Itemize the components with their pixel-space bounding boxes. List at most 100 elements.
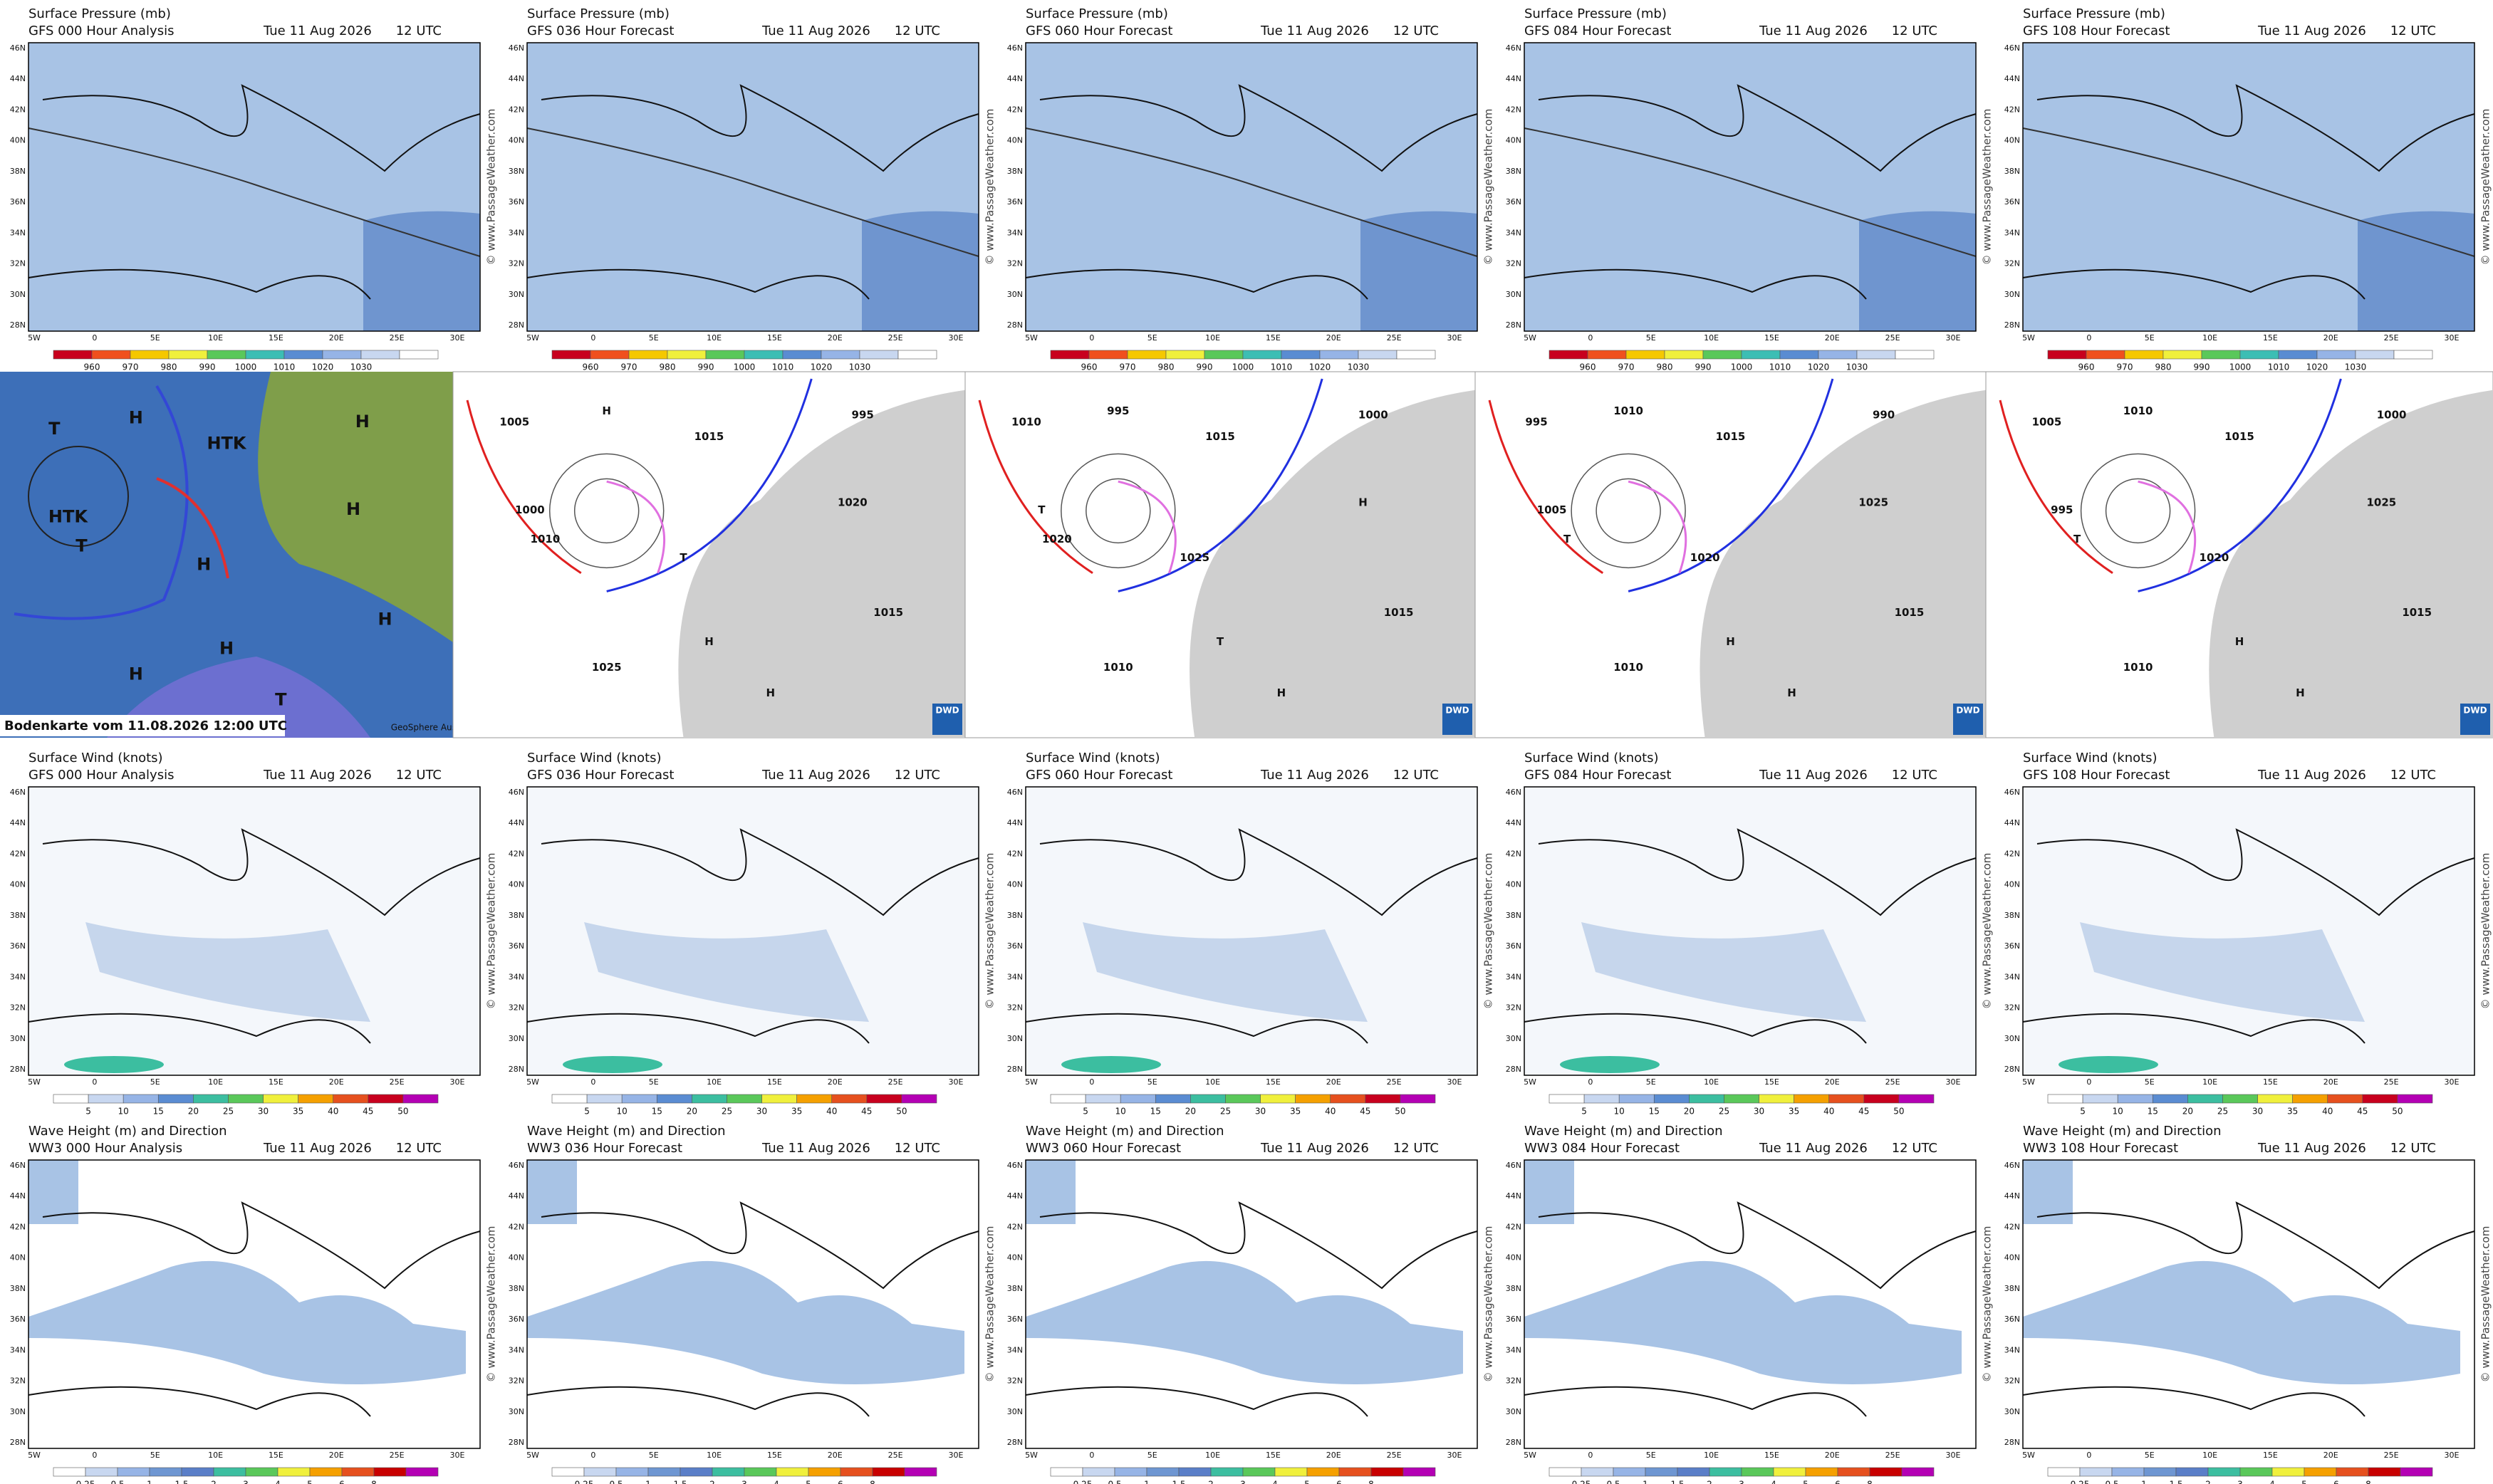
watermark: © www.PassageWeather.com (1981, 109, 1994, 266)
latitude-label: 38N (1506, 911, 1521, 920)
colorbar-label: 1020 (811, 362, 833, 372)
panel-time: 12 UTC (1393, 1141, 1439, 1156)
colorbar-label: 35 (791, 1107, 802, 1117)
colorbar-label: 0.5 (1108, 1480, 1121, 1484)
longitude-label: 5E (1646, 1451, 1656, 1460)
longitude-label: 30E (949, 1451, 964, 1460)
panel-date: Tue 11 Aug 2026 (761, 1141, 870, 1156)
latitude-label: 46N (1007, 788, 1023, 797)
colorbar-label: 980 (161, 362, 177, 372)
colorbar-label: 970 (1618, 362, 1635, 372)
longitude-label: 25E (390, 333, 405, 343)
latitude-label: 34N (1506, 972, 1521, 981)
latitude-label: 34N (1506, 1345, 1521, 1354)
wind-speed-region (2059, 1056, 2158, 1073)
panel-model: GFS 108 Hour Forecast (2023, 768, 2170, 783)
colorbar-swatch (1190, 1094, 1226, 1104)
colorbar-label: 50 (397, 1107, 408, 1117)
latitude-label: 40N (1007, 136, 1023, 145)
latitude-label: 34N (1007, 1345, 1023, 1354)
longitude-label: 5W (1524, 1077, 1536, 1087)
wind-speed-region (64, 1056, 164, 1073)
latitude-label: 36N (1007, 1315, 1023, 1324)
longitude-label: 20E (1326, 1451, 1341, 1460)
colorbar-label: 1030 (350, 362, 373, 372)
pressure-centre-label: H (355, 412, 370, 432)
sea-region (1524, 1260, 1962, 1384)
colorbar-label: 40 (826, 1107, 837, 1117)
panel-time: 12 UTC (2390, 23, 2436, 38)
colorbar-label: 6 (838, 1480, 843, 1484)
colorbar-swatch (1549, 1094, 1585, 1104)
longitude-label: 25E (390, 1451, 405, 1460)
latitude-label: 36N (1506, 941, 1521, 951)
panel-time: 12 UTC (895, 768, 940, 783)
colorbar-label: 1020 (1808, 362, 1830, 372)
colorbar-label: 4 (1771, 1480, 1776, 1484)
isobar-label: 1000 (1358, 408, 1388, 421)
map-panel: Surface Wind (knots) GFS 036 Hour Forecas… (509, 751, 996, 1117)
longitude-label: 5W (526, 1077, 539, 1087)
isobar-label: 1015 (2224, 430, 2254, 443)
coastline (2022, 828, 2475, 1044)
latitude-label: 30N (1506, 1034, 1521, 1043)
latitude-label: 42N (10, 849, 26, 858)
colorbar-swatch (2368, 1467, 2401, 1477)
longitude-label: 15E (1764, 333, 1779, 343)
wind-speed-region (584, 922, 869, 1022)
colorbar-label: 3 (243, 1480, 249, 1484)
colorbar-swatch (53, 1467, 86, 1477)
isobar-label: 990 (1873, 408, 1895, 421)
latitude-label: 30N (509, 1407, 524, 1416)
latitude-label: 40N (2004, 1253, 2020, 1263)
pressure-centre-label: HTK (48, 506, 88, 526)
colorbar-swatch (615, 1467, 649, 1477)
longitude-label: 25E (1885, 1451, 1900, 1460)
colorbar-label: 10 (2113, 1107, 2123, 1117)
colorbar-swatch (2327, 1094, 2363, 1104)
colorbar-swatch (1613, 1467, 1646, 1477)
map-panel: Surface Pressure (mb) GFS 060 Hour Foreca… (1007, 6, 1495, 372)
longitude-label: 0 (1588, 1077, 1593, 1087)
watermark: © www.PassageWeather.com (1482, 853, 1495, 1010)
colorbar-swatch (2292, 1094, 2328, 1104)
isobar-label: 1025 (2366, 496, 2396, 509)
latitude-label: 46N (509, 43, 524, 53)
latitude-label: 30N (509, 1034, 524, 1043)
colorbar-label: 4 (1272, 1480, 1278, 1484)
coastline (28, 828, 481, 1044)
longitude-label: 0 (590, 1077, 595, 1087)
latitude-label: 28N (1007, 1438, 1023, 1447)
dwd-land (678, 390, 965, 738)
colorbar-label: 2 (709, 1480, 715, 1484)
colorbar-label: 2 (211, 1480, 217, 1484)
isobar-label: T (1217, 635, 1224, 648)
colorbar-swatch (1114, 1467, 1147, 1477)
colorbar-swatch (1618, 1094, 1655, 1104)
longitude-label: 5W (526, 1451, 539, 1460)
sea-region (1026, 1160, 1076, 1224)
latitude-label: 40N (1506, 1253, 1521, 1263)
colorbar-label: 1.5 (175, 1480, 188, 1484)
colorbar-swatch (298, 1094, 334, 1104)
colorbar-swatch (2124, 350, 2164, 360)
longitude-label: 30E (1447, 333, 1462, 343)
longitude-label: 30E (450, 333, 465, 343)
dwd-land (2209, 390, 2493, 738)
panel-title: Surface Wind (knots) (28, 751, 163, 765)
colorbar-label: 960 (1081, 362, 1098, 372)
latitude-label: 44N (509, 74, 524, 83)
coastline (28, 1201, 481, 1417)
map-frame (1025, 42, 1478, 332)
colorbar-swatch (744, 1467, 777, 1477)
latitude-label: 32N (1007, 1376, 1023, 1386)
colorbar-label: 1010 (274, 362, 296, 372)
isobar-label: 1005 (2032, 416, 2062, 429)
latitude-label: 32N (1007, 259, 1023, 268)
panel-model: GFS 084 Hour Forecast (1524, 23, 1671, 38)
colorbar-swatch (207, 350, 246, 360)
longitude-label: 20E (828, 1451, 843, 1460)
colorbar-swatch (551, 1467, 585, 1477)
sea-region (2358, 211, 2474, 331)
latitude-label: 44N (1506, 1191, 1521, 1201)
